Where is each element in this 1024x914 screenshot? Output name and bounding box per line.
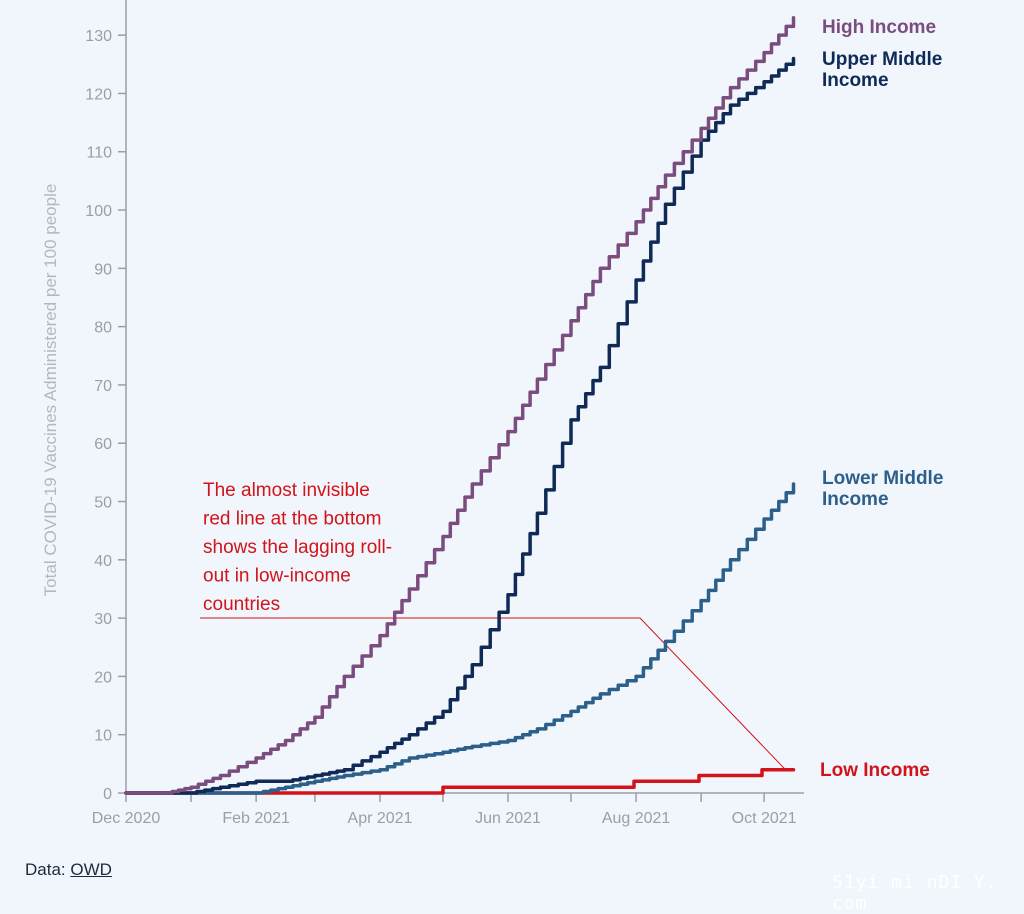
- x-tick-label: Jun 2021: [475, 810, 541, 827]
- annotation: The almost invisible red line at the bott…: [200, 480, 786, 771]
- x-tick-label: Dec 2020: [92, 810, 161, 827]
- y-axis: 0 10 20 30 40 50 60 70 80 90 100 110 120 130: [85, 0, 127, 803]
- annotation-leader-line: [200, 617, 786, 771]
- series-label-high-income: High Income: [822, 17, 936, 38]
- y-tick-label: 110: [86, 145, 112, 162]
- y-tick-label: 0: [103, 786, 112, 803]
- annotation-text-line: out in low-income: [203, 566, 351, 587]
- y-tick-label: 130: [85, 28, 112, 45]
- y-tick-label: 60: [94, 436, 112, 453]
- x-axis: Dec 2020 Feb 2021 Apr 2021 Jun 2021 Aug 2021…: [92, 792, 804, 827]
- y-tick-label: 120: [85, 86, 112, 103]
- y-tick-label: 30: [94, 611, 112, 628]
- source-prefix: Data:: [25, 860, 71, 879]
- source-link[interactable]: OWD: [70, 860, 112, 879]
- series-line-lower-middle-income: [124, 482, 796, 795]
- series-label-upper-middle-income: Income: [822, 70, 889, 91]
- annotation-text-line: The almost invisible: [203, 480, 370, 501]
- data-source: Data: OWD: [25, 860, 112, 880]
- y-tick-label: 90: [94, 261, 112, 278]
- y-tick-label: 10: [94, 728, 112, 745]
- y-tick-label: 40: [94, 553, 112, 570]
- x-tick-label: Oct 2021: [732, 810, 797, 827]
- watermark: 51yi mi nDI Y. com: [832, 872, 998, 914]
- series-line-upper-middle-income: [124, 56, 796, 795]
- y-tick-label: 70: [94, 378, 112, 395]
- series-label-low-income: Low Income: [820, 760, 930, 781]
- x-tick-label: Apr 2021: [348, 810, 413, 827]
- x-tick-label: Feb 2021: [222, 810, 290, 827]
- series-line-high-income: [124, 15, 796, 795]
- y-tick-label: 20: [94, 669, 112, 686]
- series-label-upper-middle-income: Upper Middle: [822, 49, 942, 70]
- series-label-lower-middle-income: Income: [822, 489, 889, 510]
- annotation-text-line: shows the lagging roll-: [203, 537, 392, 558]
- annotation-text-line: countries: [203, 594, 280, 615]
- y-tick-label: 80: [94, 320, 112, 337]
- annotation-text-line: red line at the bottom: [203, 509, 382, 530]
- series-label-lower-middle-income: Lower Middle: [822, 468, 943, 489]
- y-tick-label: 50: [94, 495, 112, 512]
- series-lines: [124, 15, 796, 795]
- y-tick-label: 100: [85, 203, 112, 220]
- y-axis-title: Total COVID-19 Vaccines Administered per…: [41, 184, 60, 597]
- series-line-low-income: [124, 767, 796, 795]
- x-tick-label: Aug 2021: [602, 810, 671, 827]
